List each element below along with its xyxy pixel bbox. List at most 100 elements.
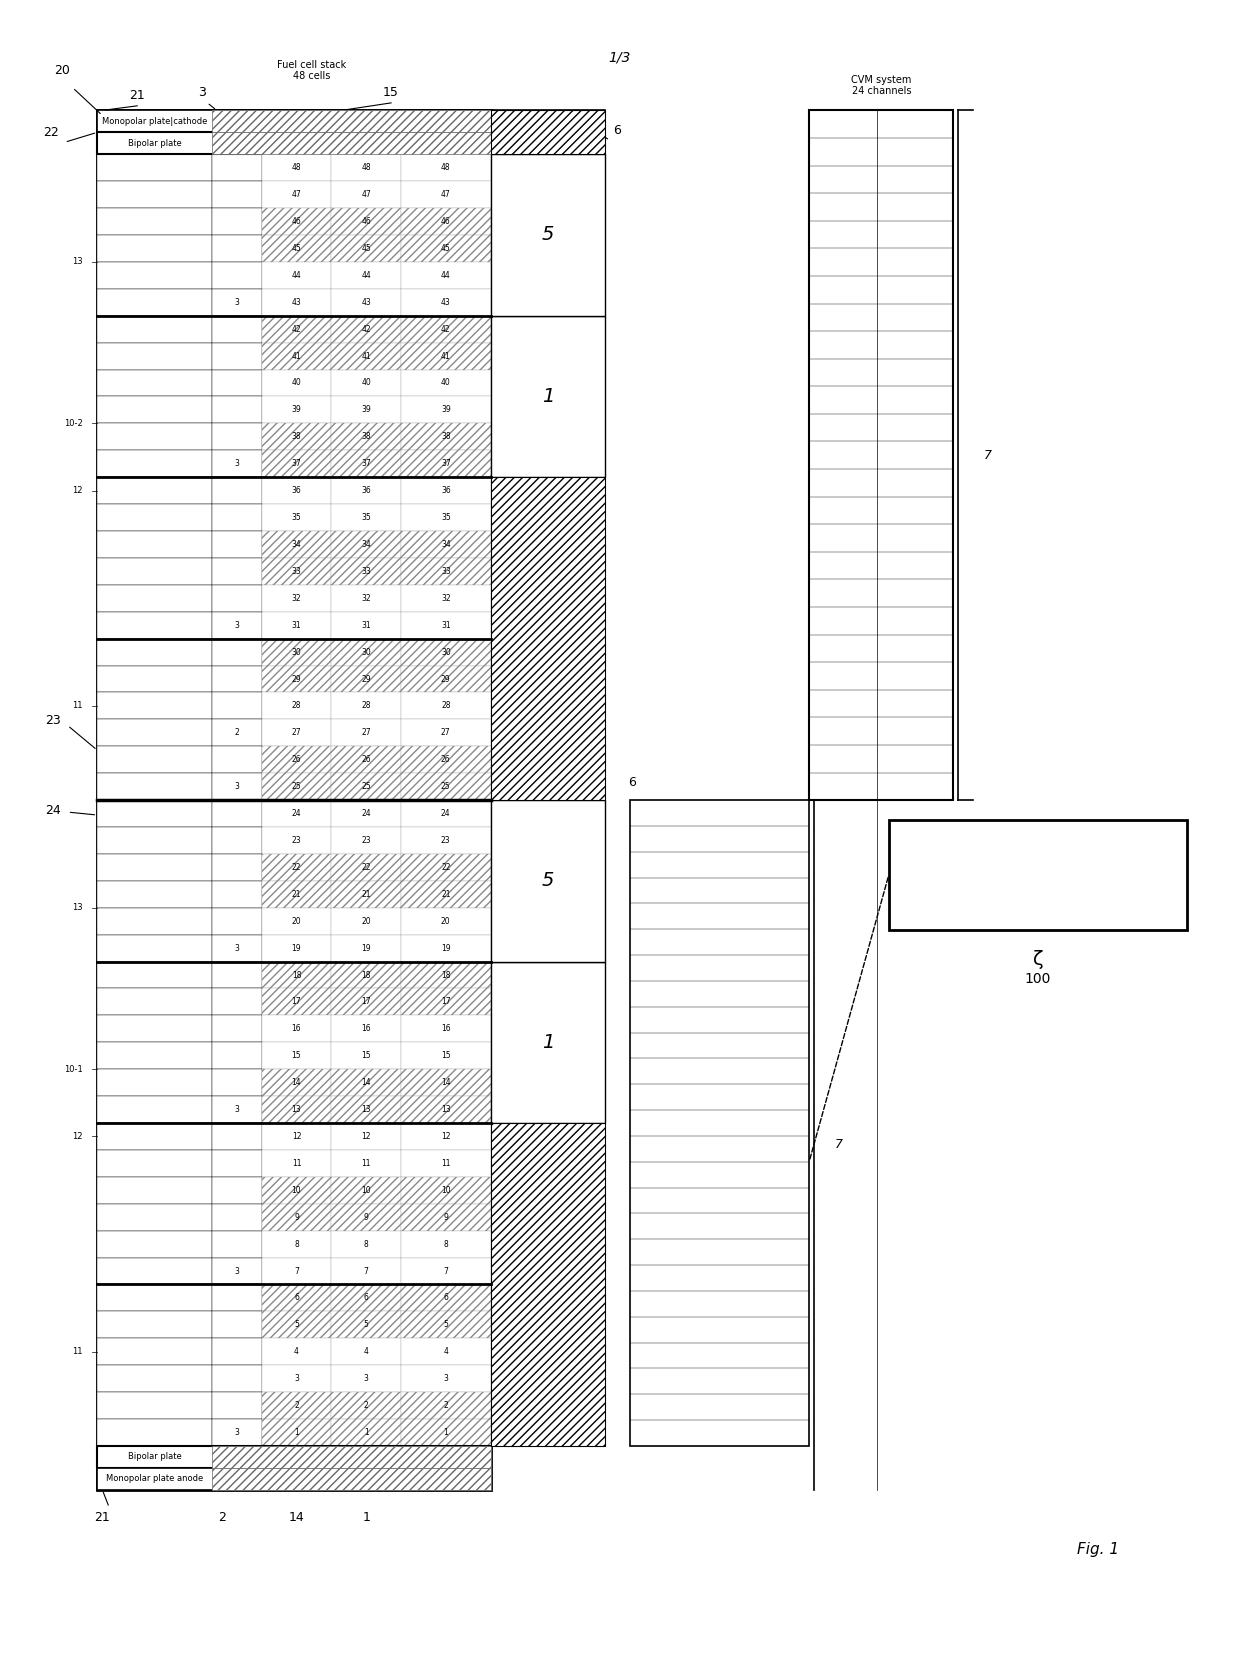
Bar — [401, 1203, 491, 1231]
Bar — [401, 316, 491, 343]
Text: -19: -19 — [663, 964, 676, 971]
Bar — [212, 1418, 262, 1447]
Bar — [212, 935, 262, 961]
Text: +11: +11 — [763, 1171, 777, 1178]
Text: 42: 42 — [291, 325, 301, 333]
Text: 3: 3 — [234, 298, 239, 307]
Bar — [98, 1042, 212, 1069]
Bar — [98, 1468, 491, 1490]
Text: 17: 17 — [361, 998, 371, 1006]
Bar — [401, 989, 491, 1016]
Text: -21: -21 — [835, 232, 847, 237]
Bar — [98, 935, 212, 961]
Text: +8: +8 — [764, 1249, 775, 1254]
Text: 10-2: 10-2 — [63, 419, 82, 428]
Text: 12: 12 — [72, 1132, 82, 1142]
Bar — [331, 1392, 401, 1418]
Bar — [262, 1095, 331, 1123]
Text: 30: 30 — [361, 648, 371, 656]
Bar — [212, 111, 491, 133]
Bar — [98, 343, 212, 370]
Text: 13: 13 — [441, 1105, 450, 1114]
Bar — [98, 989, 212, 1016]
Bar — [212, 585, 262, 611]
Text: 1: 1 — [363, 1428, 368, 1437]
Bar — [98, 1203, 212, 1231]
Text: -11: -11 — [663, 1171, 676, 1178]
Bar — [212, 1203, 262, 1231]
Text: 30: 30 — [291, 648, 301, 656]
Text: 28: 28 — [291, 701, 301, 711]
Text: +15: +15 — [763, 1069, 777, 1074]
Bar — [331, 235, 401, 262]
Bar — [630, 800, 810, 1447]
Bar — [98, 1016, 212, 1042]
Bar — [401, 693, 491, 719]
Text: 15: 15 — [441, 1051, 450, 1060]
Text: 21: 21 — [94, 1511, 110, 1524]
Text: 16: 16 — [291, 1024, 301, 1034]
Text: -17: -17 — [663, 1017, 676, 1022]
Bar — [262, 1365, 331, 1392]
Text: 47: 47 — [441, 191, 450, 199]
Text: 48: 48 — [361, 118, 372, 126]
Text: 1: 1 — [542, 1032, 554, 1052]
Text: 0: 0 — [294, 1475, 299, 1483]
Text: 6: 6 — [294, 1294, 299, 1302]
Bar — [212, 1311, 262, 1339]
Text: 33: 33 — [291, 567, 301, 577]
Text: 35: 35 — [441, 514, 450, 522]
Text: 1: 1 — [443, 1475, 449, 1483]
Text: 3: 3 — [234, 1105, 239, 1114]
Text: 44: 44 — [441, 270, 450, 280]
Bar — [98, 961, 212, 989]
Bar — [212, 666, 262, 693]
Text: -20: -20 — [835, 258, 847, 265]
Bar — [401, 1284, 491, 1311]
Bar — [212, 262, 262, 288]
Bar — [331, 638, 401, 666]
Text: 4: 4 — [294, 1347, 299, 1355]
Text: +13: +13 — [763, 1120, 777, 1127]
Text: 10: 10 — [441, 1186, 450, 1195]
Bar — [401, 181, 491, 209]
Text: 34: 34 — [441, 540, 450, 548]
Bar — [331, 209, 401, 235]
Text: 1: 1 — [444, 1428, 448, 1437]
Bar — [212, 638, 262, 666]
Text: +15: +15 — [914, 398, 930, 403]
Bar — [212, 908, 262, 935]
Text: Bipolar plate: Bipolar plate — [128, 1453, 181, 1461]
Text: 19: 19 — [361, 943, 371, 953]
Text: +2: +2 — [764, 1403, 775, 1410]
Text: 37: 37 — [361, 459, 371, 469]
Bar — [212, 370, 262, 396]
Bar — [262, 181, 331, 209]
Text: 27: 27 — [291, 729, 301, 737]
Bar — [401, 1418, 491, 1447]
Text: 36: 36 — [291, 486, 301, 495]
Text: 6: 6 — [444, 1294, 448, 1302]
Bar — [98, 827, 212, 853]
Bar — [212, 1095, 262, 1123]
Text: 3: 3 — [234, 782, 239, 790]
Bar — [212, 154, 262, 181]
Text: 6: 6 — [627, 775, 636, 789]
Bar — [331, 1418, 401, 1447]
Text: 43: 43 — [291, 298, 301, 307]
Bar — [889, 820, 1188, 930]
Bar — [262, 209, 331, 235]
Bar — [98, 288, 212, 316]
Bar — [331, 370, 401, 396]
Text: -23: -23 — [663, 862, 676, 868]
Text: 42: 42 — [441, 325, 450, 333]
Bar — [262, 1231, 331, 1258]
Text: 27: 27 — [361, 729, 371, 737]
Bar — [98, 1418, 212, 1447]
Text: +22: +22 — [914, 204, 930, 210]
Text: -6: -6 — [666, 1301, 673, 1307]
Bar — [331, 396, 401, 423]
Text: 14: 14 — [289, 1511, 304, 1524]
Bar — [331, 611, 401, 638]
Text: +6: +6 — [916, 645, 928, 651]
